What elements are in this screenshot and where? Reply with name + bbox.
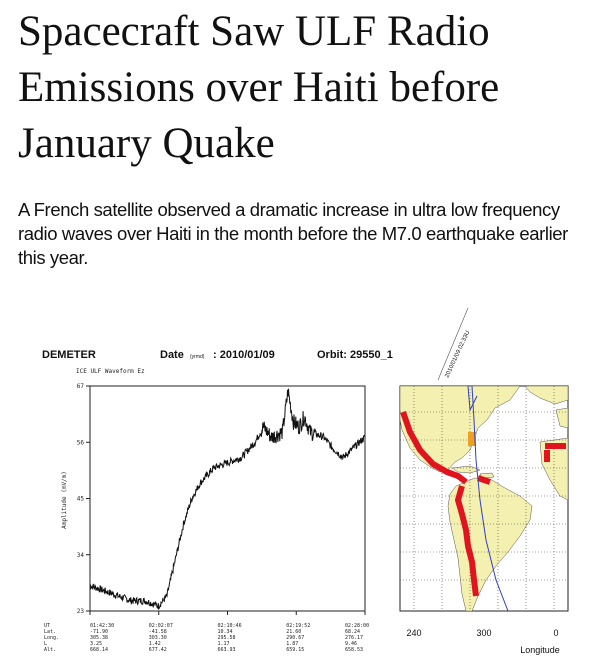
date-value: : 2010/01/09 <box>213 349 275 361</box>
time-cell: 303.30 <box>149 635 167 641</box>
time-cell: 9.46 <box>345 641 357 647</box>
figure: DEMETER Date (yrmd) : 2010/01/09 Orbit: … <box>0 300 607 661</box>
time-row-label: Lat. <box>44 629 56 635</box>
north-america-land <box>400 386 521 473</box>
map-x-tick-label: 300 <box>476 628 491 638</box>
time-cell: -71.90 <box>90 629 108 635</box>
time-cell: 295.58 <box>218 635 236 641</box>
time-cell: 1.17 <box>218 641 230 647</box>
y-ticks: 67 56 45 34 23 <box>77 383 90 615</box>
time-cell: 02:10:46 <box>218 623 242 629</box>
time-cell: 658.53 <box>345 647 363 653</box>
time-cell: 677.42 <box>149 647 167 653</box>
y-axis-label: Amplitude (mV/m) <box>61 471 68 529</box>
time-row-label: L <box>44 641 47 647</box>
demeter-figure: DEMETER Date (yrmd) : 2010/01/09 Orbit: … <box>42 307 569 655</box>
y-tick-label: 67 <box>77 383 85 390</box>
time-cell: 1.42 <box>149 641 161 647</box>
waveform-label: ICE ULF Waveform Ez <box>76 368 145 375</box>
map-x-tick-label: 0 <box>553 628 558 638</box>
map-x-ticks: 240 300 0 <box>406 628 558 638</box>
time-cell: -41.58 <box>149 629 167 635</box>
map-x-label: Longitude <box>520 645 560 655</box>
time-row-label: UT <box>44 623 50 629</box>
track-label-line <box>437 307 469 381</box>
time-cell: 659.15 <box>286 647 304 653</box>
time-cell: 3.25 <box>90 641 102 647</box>
time-cell: 663.93 <box>218 647 236 653</box>
article-title: Spacecraft Saw ULF Radio Emissions over … <box>18 8 500 167</box>
europe-land <box>555 407 568 429</box>
red-highlight-zone-east <box>544 443 566 462</box>
satellite-name: DEMETER <box>42 349 96 361</box>
orbit-label: Orbit: 29550_1 <box>317 349 393 361</box>
time-cell: 1.87 <box>286 641 298 647</box>
time-cell: 290.67 <box>286 635 304 641</box>
x-ticks <box>89 611 366 615</box>
time-cell: 276.17 <box>345 635 363 641</box>
time-cell: 68.24 <box>345 629 360 635</box>
time-cell: 01:42:30 <box>90 623 114 629</box>
time-row-label: Long. <box>44 635 59 641</box>
time-cell: 02:28:00 <box>345 623 369 629</box>
south-america-land <box>447 477 533 611</box>
date-label: Date <box>160 349 184 361</box>
time-cell: 02:19:52 <box>286 623 310 629</box>
y-tick-label: 34 <box>77 552 85 559</box>
plot-frame <box>89 385 366 612</box>
time-cell: 10.34 <box>218 629 233 635</box>
orange-marker <box>468 432 476 446</box>
time-row-label: Alt. <box>44 647 56 653</box>
time-cell: 668.14 <box>90 647 108 653</box>
y-tick-label: 56 <box>77 439 85 446</box>
orbit-track <box>467 386 509 611</box>
greenland-land <box>524 386 568 405</box>
time-cell: 305.38 <box>90 635 108 641</box>
map-x-tick-label: 240 <box>406 628 421 638</box>
time-cell: 21.60 <box>286 629 301 635</box>
article-subtitle: A French satellite observed a dramatic i… <box>18 199 568 268</box>
waveform-line <box>89 388 366 611</box>
time-cell: 02:02:07 <box>149 623 173 629</box>
red-highlight-zone <box>400 411 491 597</box>
y-tick-label: 23 <box>77 608 85 615</box>
date-sub: (yrmd) <box>190 354 205 360</box>
map: 240 300 0 Longitude <box>399 385 569 655</box>
y-tick-label: 45 <box>77 496 85 503</box>
